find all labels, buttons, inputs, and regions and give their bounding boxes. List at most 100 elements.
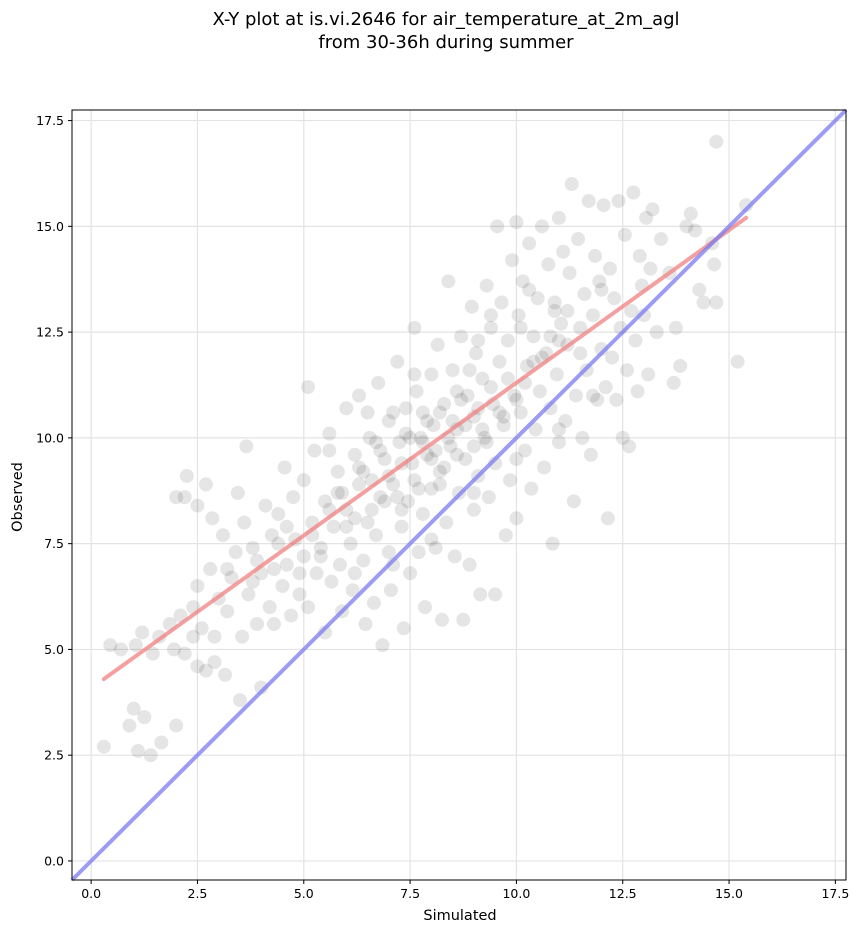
data-point <box>573 346 588 361</box>
data-point <box>696 295 711 310</box>
y-tick-label: 15.0 <box>36 219 64 234</box>
data-point <box>326 519 341 534</box>
data-point <box>230 485 245 500</box>
data-point <box>679 219 694 234</box>
data-point <box>398 426 413 441</box>
data-point <box>709 295 724 310</box>
data-point <box>707 257 722 272</box>
data-point <box>600 511 615 526</box>
data-point <box>617 227 632 242</box>
data-point <box>545 536 560 551</box>
data-point <box>190 659 205 674</box>
data-point <box>411 481 426 496</box>
data-point <box>205 511 220 526</box>
data-point <box>420 413 435 428</box>
data-point <box>445 363 460 378</box>
data-point <box>547 295 562 310</box>
data-point <box>462 557 477 572</box>
data-point <box>347 511 362 526</box>
data-point <box>143 748 158 763</box>
x-axis-label: Simulated <box>423 908 496 924</box>
data-point <box>292 587 307 602</box>
data-point <box>390 490 405 505</box>
data-point <box>228 545 243 560</box>
data-point <box>232 693 247 708</box>
data-point <box>432 405 447 420</box>
y-axis-label: Observed <box>10 462 26 532</box>
data-point <box>207 655 222 670</box>
data-point <box>249 617 264 632</box>
data-point <box>520 358 535 373</box>
data-point <box>432 477 447 492</box>
chart-title-line-1: X-Y plot at is.vi.2646 for air_temperatu… <box>212 9 679 30</box>
data-point <box>477 430 492 445</box>
data-point <box>279 557 294 572</box>
data-point <box>437 397 452 412</box>
data-point <box>522 282 537 297</box>
data-point <box>466 485 481 500</box>
plot-frame <box>71 109 847 881</box>
data-point <box>509 511 524 526</box>
data-point <box>483 320 498 335</box>
data-point <box>692 282 707 297</box>
data-point <box>237 515 252 530</box>
data-point <box>513 405 528 420</box>
data-point <box>630 384 645 399</box>
data-point <box>286 490 301 505</box>
data-point <box>220 604 235 619</box>
data-point <box>373 443 388 458</box>
data-point <box>190 578 205 593</box>
data-point <box>571 232 586 247</box>
data-point <box>415 507 430 522</box>
data-point <box>464 299 479 314</box>
data-point <box>322 426 337 441</box>
data-point <box>271 507 286 522</box>
data-point <box>292 566 307 581</box>
data-point <box>509 392 524 407</box>
data-point <box>560 303 575 318</box>
data-point <box>258 498 273 513</box>
data-point <box>394 519 409 534</box>
x-tick-label: 17.5 <box>821 886 849 901</box>
data-point <box>241 587 256 602</box>
data-point <box>577 287 592 302</box>
data-point <box>456 612 471 627</box>
data-point <box>169 718 184 733</box>
data-point <box>556 244 571 259</box>
data-point <box>500 333 515 348</box>
data-point <box>492 405 507 420</box>
data-point <box>581 193 596 208</box>
data-point <box>528 422 543 437</box>
data-point <box>611 193 626 208</box>
data-point <box>284 608 299 623</box>
y-tick-label: 0.0 <box>44 853 64 868</box>
data-point <box>526 354 541 369</box>
data-point <box>145 646 160 661</box>
data-point <box>622 439 637 454</box>
data-point <box>602 261 617 276</box>
data-point <box>339 401 354 416</box>
grid <box>72 110 846 880</box>
data-point <box>307 443 322 458</box>
data-point <box>301 380 316 395</box>
data-point <box>198 477 213 492</box>
data-point <box>428 443 443 458</box>
data-point <box>377 452 392 467</box>
data-point <box>596 198 611 213</box>
data-point <box>543 329 558 344</box>
data-point <box>207 629 222 644</box>
data-point <box>407 473 422 488</box>
data-point <box>194 621 209 636</box>
chart-title-line-2: from 30-36h during summer <box>318 32 574 53</box>
data-point <box>479 278 494 293</box>
data-point <box>471 333 486 348</box>
data-point <box>386 405 401 420</box>
data-point <box>628 333 643 348</box>
data-point <box>607 291 622 306</box>
data-point <box>466 502 481 517</box>
data-point <box>417 600 432 615</box>
data-point <box>673 358 688 373</box>
data-point <box>526 329 541 344</box>
data-point <box>318 494 333 509</box>
